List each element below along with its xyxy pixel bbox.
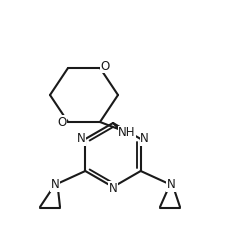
Text: N: N (76, 133, 85, 145)
Text: N: N (166, 179, 175, 191)
Text: N: N (50, 179, 59, 191)
Text: N: N (108, 182, 117, 195)
Text: O: O (57, 116, 66, 128)
Text: O: O (100, 60, 109, 73)
Text: N: N (140, 133, 148, 145)
Text: NH: NH (118, 126, 135, 139)
